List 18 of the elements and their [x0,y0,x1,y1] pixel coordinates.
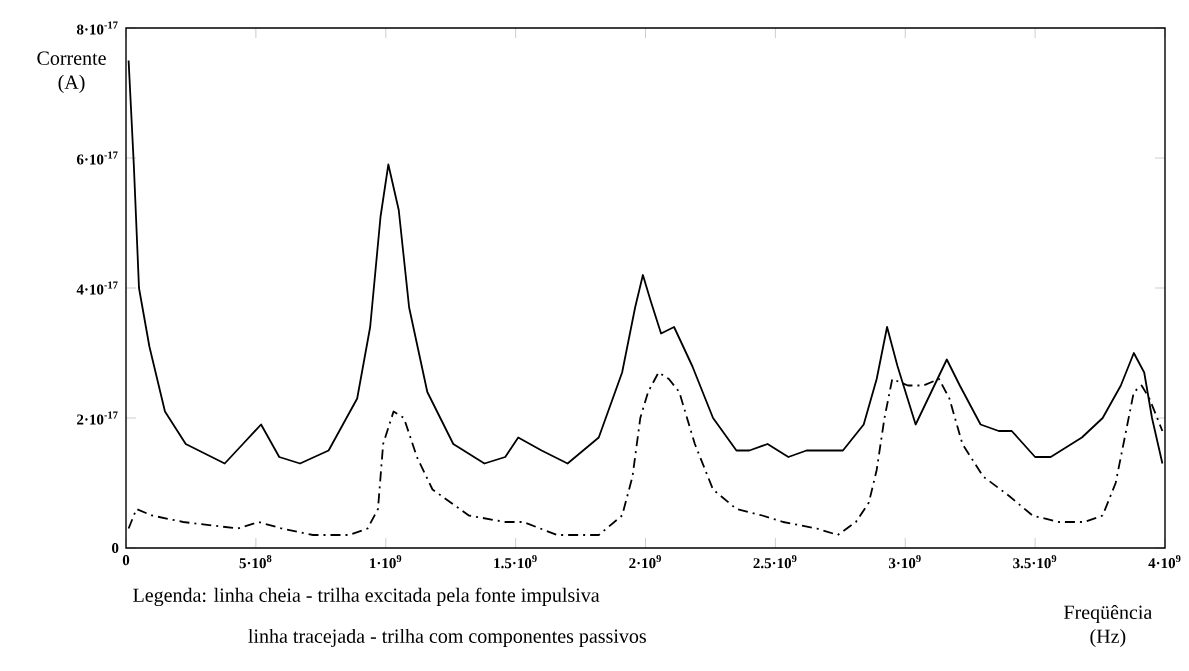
x-tick-label: 1·10$^{9}$ [370,555,402,569]
x-tick-label: 2.5·10$^{9}$ [753,555,797,569]
y-tick-label: 2·10$^{-17}$ [77,411,118,425]
x-tick-label: 3·10$^{9}$ [888,555,921,569]
x-axis-title: Freqüência (Hz) [1064,604,1153,648]
x-tick-label: 4·10$^{9}$ [1148,555,1181,569]
x-tick-label: 0 [122,555,130,566]
y-tick-label: 0 [112,542,119,554]
x-tick-label: 5·10$^{8}$ [239,555,272,569]
x-tick-label: 3.5·10$^{9}$ [1013,555,1057,569]
y-axis-title: Corrente (A) [37,51,106,93]
y-tick-label: 8·10$^{-17}$ [76,21,118,35]
y-tick-label: 4·10$^{-17}$ [76,281,118,295]
text: linha tracejada - trilha com componentes passivos [248,628,646,648]
y-tick-label: 6·10$^{-17}$ [76,151,118,165]
x-tick-label: 1.5·10$^{9}$ [494,555,537,569]
text: Legenda: linha cheia - trilha excitada pela fonte impulsiva [133,587,600,607]
x-tick-label: 2·10$^{9}$ [629,555,661,569]
